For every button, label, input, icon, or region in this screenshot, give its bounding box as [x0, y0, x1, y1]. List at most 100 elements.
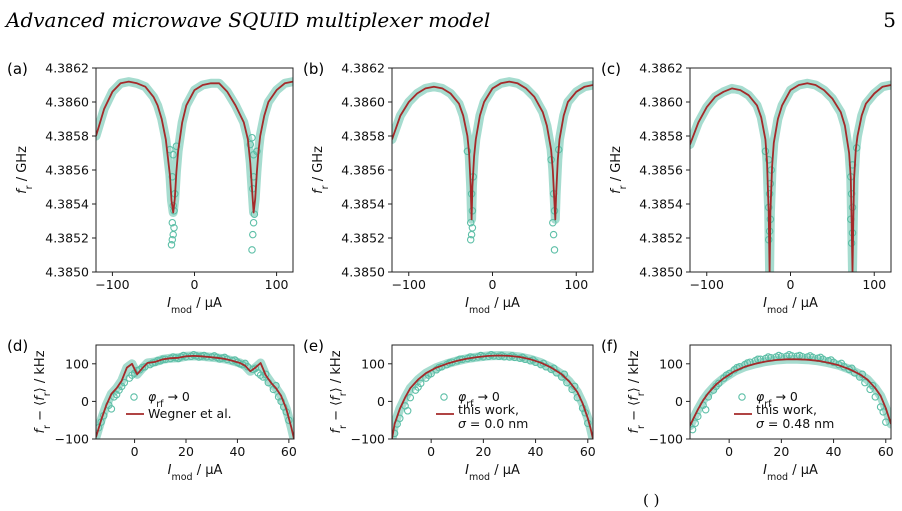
- x-axis-label: Imod / µA: [167, 296, 222, 316]
- plot-area: [690, 78, 891, 272]
- model-line: [690, 82, 891, 272]
- data-point: [249, 218, 258, 227]
- data-point: [466, 235, 475, 244]
- x-tick-label: 0: [191, 277, 199, 292]
- legend-entry-model-sigma: σ = 0.0 nm: [458, 416, 528, 431]
- axes-frame: [95, 344, 295, 440]
- x-tick-label: 0: [489, 277, 497, 292]
- x-tick-label: −100: [690, 277, 724, 292]
- y-tick-label: 4.3850: [45, 265, 89, 280]
- data-point: [550, 246, 559, 254]
- data-point: [168, 235, 177, 244]
- panel-label: (e): [303, 337, 324, 355]
- data-point: [167, 241, 176, 249]
- x-tick-label: 100: [564, 277, 588, 292]
- data-point: [249, 230, 257, 239]
- y-tick-label: −100: [55, 432, 89, 447]
- legend-marker-measurement: [440, 393, 448, 401]
- panel-c: −100 0 100 4.3850 4.3852 4.3854 4.3856 4.3858 4.…: [601, 60, 892, 316]
- y-tick-label: 4.3850: [341, 265, 385, 280]
- y-axis-label: fr / GHz: [609, 146, 629, 194]
- model-line: [96, 354, 294, 439]
- x-tick-label: 20: [773, 444, 789, 459]
- y-axis-label: fr / GHz: [15, 146, 35, 194]
- x-tick-label: 0: [131, 444, 139, 459]
- data-point: [168, 218, 177, 227]
- y-tick-label: 4.3858: [341, 129, 385, 144]
- panel-label: (d): [7, 337, 28, 355]
- running-title: Advanced microwave SQUID multiplexer mod…: [6, 8, 491, 32]
- legend-entry-model: this work,: [756, 402, 817, 417]
- y-tick-label: 100: [65, 356, 89, 371]
- data-point: [248, 246, 256, 254]
- y-tick-label: 4.3856: [341, 163, 385, 178]
- model-line: [96, 80, 293, 214]
- x-tick-label: 40: [826, 444, 842, 459]
- axes-frame: [391, 344, 594, 440]
- y-tick-label: 4.3856: [639, 163, 683, 178]
- x-tick-label: 100: [265, 277, 289, 292]
- y-tick-label: 0: [675, 394, 683, 409]
- y-tick-label: 4.3854: [341, 197, 385, 212]
- x-tick-label: −100: [95, 277, 129, 292]
- x-tick-label: 60: [580, 444, 596, 459]
- y-tick-label: 4.3850: [639, 265, 683, 280]
- panel-b: −100 0 100 4.3850 4.3852 4.3854 4.3856 4.3858 4.…: [303, 60, 594, 316]
- y-tick-label: 4.3852: [341, 231, 385, 246]
- measurement-band: [96, 77, 293, 217]
- y-tick-label: −100: [351, 432, 385, 447]
- panel-label: (f): [601, 337, 618, 355]
- legend-entry-model: Wegner et al.: [148, 406, 232, 421]
- y-tick-label: 4.3854: [639, 197, 683, 212]
- x-tick-label: 0: [725, 444, 733, 459]
- data-point: [468, 224, 477, 232]
- x-tick-label: 0: [427, 444, 435, 459]
- page-header: Advanced microwave SQUID multiplexer mod…: [6, 8, 896, 36]
- plot-area: [96, 77, 293, 254]
- page-number: 5: [883, 8, 896, 32]
- y-tick-label: 0: [81, 394, 89, 409]
- model-line: [392, 80, 593, 221]
- panel-d: 0 20 40 60 −100 0 100 Imod / µA fr − ⟨fr⟩ / kHz (…: [7, 337, 297, 483]
- y-tick-label: −100: [649, 432, 683, 447]
- axes-frame: [391, 67, 594, 273]
- x-axis-label: Imod / µA: [763, 463, 818, 483]
- x-tick-label: 60: [281, 444, 297, 459]
- y-tick-label: 4.3862: [639, 61, 683, 76]
- legend-entry-measurement: φrf → 0: [148, 389, 190, 410]
- data-point: [403, 407, 412, 415]
- plot-area: [96, 351, 294, 439]
- legend-entry-measurement: φrf → 0: [458, 389, 500, 410]
- plot-area: [392, 77, 593, 254]
- y-tick-label: 4.3860: [45, 95, 89, 110]
- panel-e: 0 20 40 60 −100 0 100 Imod / µA fr − ⟨fr⟩ / kHz (…: [303, 337, 596, 483]
- legend-entry-measurement: φrf → 0: [756, 389, 798, 410]
- measurement-band: [392, 77, 593, 224]
- y-tick-label: 4.3858: [45, 129, 89, 144]
- legend-entry-model: this work,: [458, 402, 519, 417]
- x-tick-label: 60: [878, 444, 894, 459]
- footer-fragment: ( ): [643, 491, 659, 509]
- x-axis-label: Imod / µA: [763, 296, 818, 316]
- panel-a: −100 0 100 4.3850 4.3852 4.3854 4.3856 4.3858 4.…: [7, 60, 294, 316]
- legend-marker-measurement: [738, 393, 746, 401]
- y-tick-label: 4.3852: [639, 231, 683, 246]
- x-axis-label: Imod / µA: [465, 296, 520, 316]
- y-tick-label: 100: [659, 356, 683, 371]
- y-axis-label: fr − ⟨fr⟩ / kHz: [627, 350, 647, 433]
- y-tick-label: 4.3856: [45, 163, 89, 178]
- y-axis-label: fr / GHz: [311, 146, 331, 194]
- y-tick-label: 4.3860: [341, 95, 385, 110]
- data-point: [170, 224, 178, 232]
- x-tick-label: −100: [392, 277, 426, 292]
- x-tick-label: 40: [528, 444, 544, 459]
- legend-entry-model-sigma: σ = 0.48 nm: [756, 416, 834, 431]
- y-tick-label: 0: [377, 394, 385, 409]
- y-tick-label: 4.3862: [341, 61, 385, 76]
- panel-label: (b): [303, 60, 324, 78]
- plot-area: [392, 351, 593, 439]
- y-tick-label: 4.3862: [45, 61, 89, 76]
- plot-area: [690, 351, 891, 434]
